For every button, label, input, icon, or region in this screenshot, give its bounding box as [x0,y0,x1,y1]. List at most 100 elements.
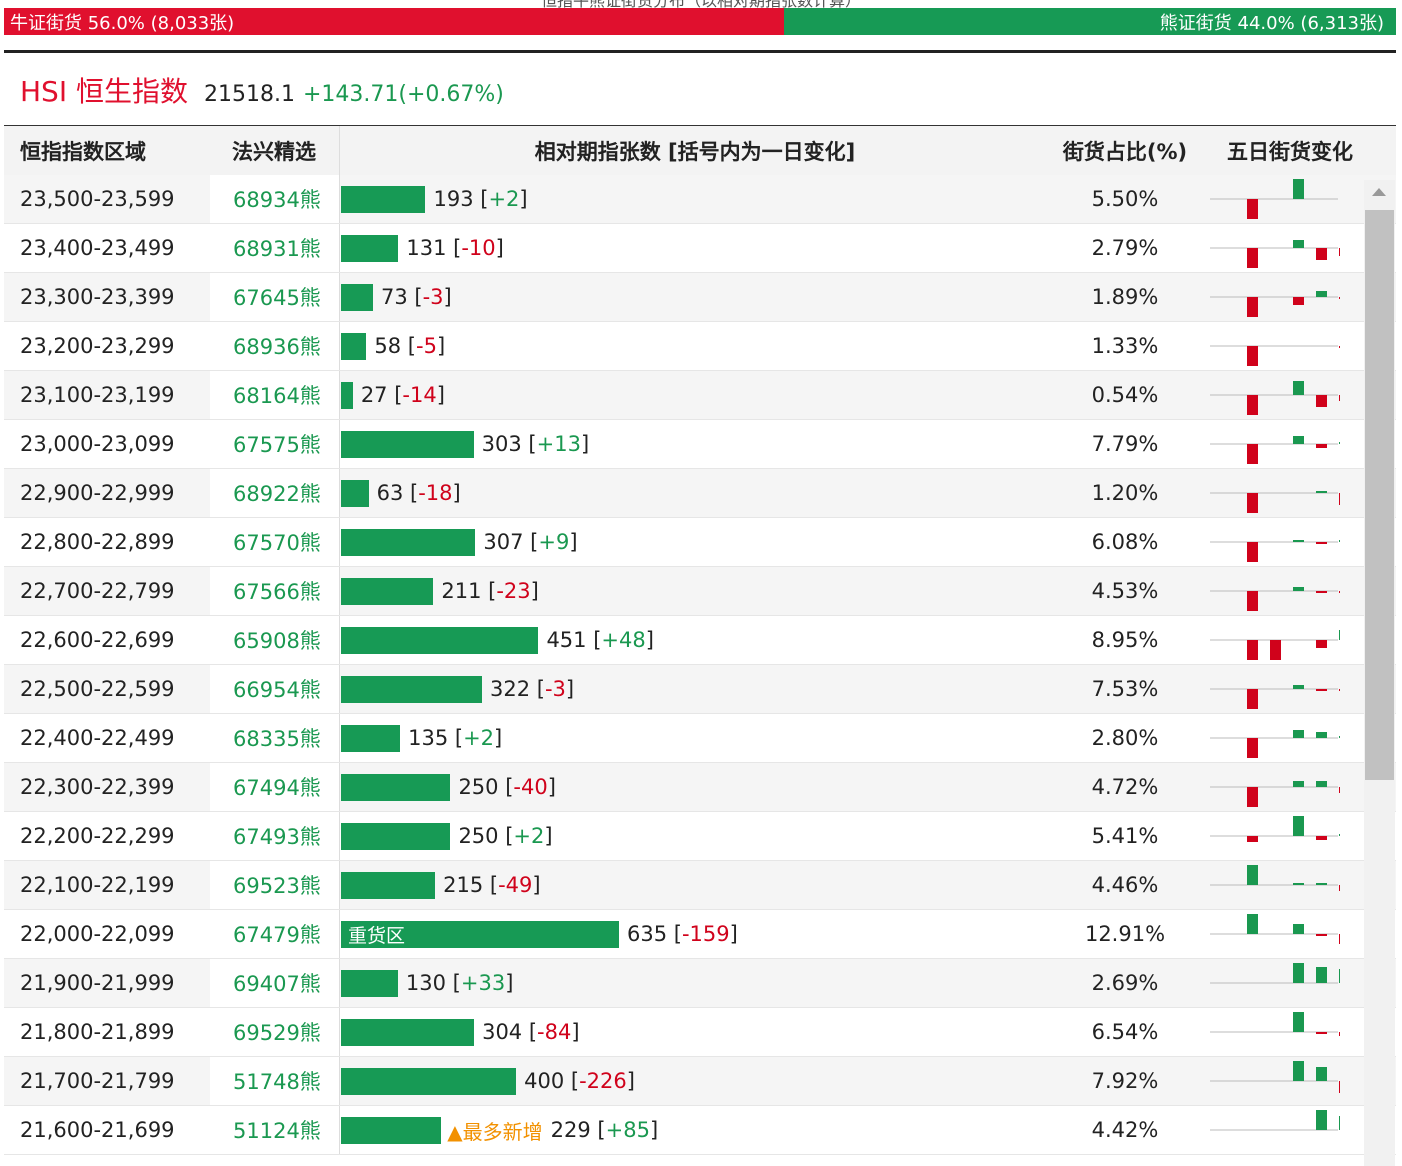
quantity-value: 322 [489,677,531,701]
table-row[interactable]: 23,200-23,299 68936熊 58 [-5] 1.33% [4,322,1396,371]
warrant-code-link[interactable]: 68936熊 [210,322,340,370]
range-cell: 22,400-22,499 [20,726,175,750]
warrant-code-link[interactable]: 68934熊 [210,175,340,223]
daily-change: -3 [544,677,566,701]
trend-bar [1247,591,1258,611]
five-day-trend [1200,371,1380,419]
warrant-code-link[interactable]: 67566熊 [210,567,340,615]
trend-chart [1210,587,1340,611]
warrant-code-link[interactable]: 69529熊 [210,1008,340,1056]
warrant-code-link[interactable]: 69523熊 [210,861,340,909]
warrant-code-link[interactable]: 65908熊 [210,616,340,664]
daily-change: +13 [536,432,581,456]
bar-cell: ▲最多新增 229 [+85] [340,1106,1050,1154]
trend-bar [1247,493,1258,513]
scrollbar-thumb[interactable] [1365,210,1394,780]
table-row[interactable]: 21,600-21,699 51124熊 ▲最多新增 229 [+85] 4.42% [4,1106,1396,1155]
table-row[interactable]: 22,300-22,399 67494熊 250 [-40] 4.72% [4,763,1396,812]
table-row[interactable]: 22,000-22,099 67479熊 重货区 635 [-159] 12.91% [4,910,1396,959]
trend-bar [1316,732,1327,738]
table-row[interactable]: 22,200-22,299 67493熊 250 [+2] 5.41% [4,812,1396,861]
trend-bar [1293,883,1304,885]
header-trend[interactable]: 五日街货变化 [1227,139,1353,164]
share-pct: 4.42% [1091,1118,1159,1142]
daily-change: -49 [498,873,533,897]
table-row[interactable]: 21,900-21,999 69407熊 130 [+33] 2.69% [4,959,1396,1008]
bar-cell: 303 [+13] [340,420,1050,468]
quantity-bar [341,332,367,360]
daily-change: +2 [488,187,520,211]
table-row[interactable]: 22,400-22,499 68335熊 135 [+2] 2.80% [4,714,1396,763]
trend-bar [1339,1081,1340,1093]
warrant-code-link[interactable]: 67575熊 [210,420,340,468]
five-day-trend [1200,224,1380,272]
quantity-bar [341,675,482,703]
most-added-tag: ▲最多新增 [447,1119,543,1144]
warrant-code-link[interactable]: 67570熊 [210,518,340,566]
table-row[interactable]: 23,400-23,499 68931熊 131 [-10] 2.79% [4,224,1396,273]
table-row[interactable]: 22,500-22,599 66954熊 322 [-3] 7.53% [4,665,1396,714]
five-day-trend [1200,175,1380,223]
table-row[interactable]: 22,800-22,899 67570熊 307 [+9] 6.08% [4,518,1396,567]
scrollbar[interactable] [1364,180,1395,1166]
warrant-code-link[interactable]: 51748熊 [210,1057,340,1105]
warrant-code-link[interactable]: 67494熊 [210,763,340,811]
daily-change: +48 [601,628,646,652]
table-row[interactable]: 21,800-21,899 69529熊 304 [-84] 6.54% [4,1008,1396,1057]
warrant-code-link[interactable]: 67479熊 [210,910,340,958]
range-cell: 22,100-22,199 [20,873,175,897]
trend-bar [1339,934,1340,944]
warrant-code-link[interactable]: 69407熊 [210,959,340,1007]
share-pct: 7.92% [1091,1069,1159,1093]
bar-cell: 250 [+2] [340,812,1050,860]
range-cell: 21,900-21,999 [20,971,175,995]
trend-chart [1210,865,1340,891]
trend-chart [1210,491,1340,513]
warrant-code-link[interactable]: 66954熊 [210,665,340,713]
trend-bar [1316,781,1327,787]
table-row[interactable]: 22,900-22,999 68922熊 63 [-18] 1.20% [4,469,1396,518]
trend-chart [1210,345,1340,366]
quantity-value: 229 [550,1118,591,1142]
warrant-code-link[interactable]: 67645熊 [210,273,340,321]
five-day-trend [1200,322,1380,370]
header-pct[interactable]: 街货占比(%) [1062,139,1188,164]
quantity-text: 451 [+48] [546,628,654,652]
header-bar[interactable]: 相对期指张数 [括号内为一日变化] [534,139,856,164]
five-day-trend [1200,714,1380,762]
warrant-code-link[interactable]: 68931熊 [210,224,340,272]
table-row[interactable]: 23,300-23,399 67645熊 73 [-3] 1.89% [4,273,1396,322]
trend-bar [1293,781,1304,787]
quantity-value: 400 [524,1069,565,1093]
bar-cell: 304 [-84] [340,1008,1050,1056]
trend-chart [1210,914,1340,944]
warrant-code-link[interactable]: 51124熊 [210,1106,340,1154]
share-pct: 1.33% [1091,334,1159,358]
table-row[interactable]: 22,600-22,699 65908熊 451 [+48] 8.95% [4,616,1396,665]
table-row[interactable]: 23,500-23,599 68934熊 193 [+2] 5.50% [4,175,1396,224]
scroll-up-arrow-icon[interactable] [1372,188,1386,196]
header-range[interactable]: 恒指指数区域 [20,139,146,164]
warrant-code-link[interactable]: 68922熊 [210,469,340,517]
trend-bar [1293,179,1304,199]
warrant-code-link[interactable]: 67493熊 [210,812,340,860]
table-row[interactable]: 22,100-22,199 69523熊 215 [-49] 4.46% [4,861,1396,910]
trend-bar [1339,442,1340,444]
trend-chart [1210,1110,1340,1131]
trend-bar [1247,346,1258,366]
table-row[interactable]: 23,000-23,099 67575熊 303 [+13] 7.79% [4,420,1396,469]
bar-cell: 63 [-18] [340,469,1050,517]
table-row[interactable]: 22,700-22,799 67566熊 211 [-23] 4.53% [4,567,1396,616]
quantity-value: 193 [433,187,474,211]
warrant-code-link[interactable]: 68164熊 [210,371,340,419]
warrant-code-link[interactable]: 68335熊 [210,714,340,762]
quantity-bar [341,577,434,605]
header-code[interactable]: 法兴精选 [210,126,340,175]
range-cell: 22,500-22,599 [20,677,175,701]
trend-chart [1210,381,1340,415]
trend-chart [1210,816,1340,842]
table-row[interactable]: 23,100-23,199 68164熊 27 [-14] 0.54% [4,371,1396,420]
trend-bar [1247,297,1258,317]
table-row[interactable]: 21,700-21,799 51748熊 400 [-226] 7.92% [4,1057,1396,1106]
bull-bear-ratio-bar: 牛证街货 56.0% (8,033张) 熊证街货 44.0% (6,313张) [4,8,1396,35]
